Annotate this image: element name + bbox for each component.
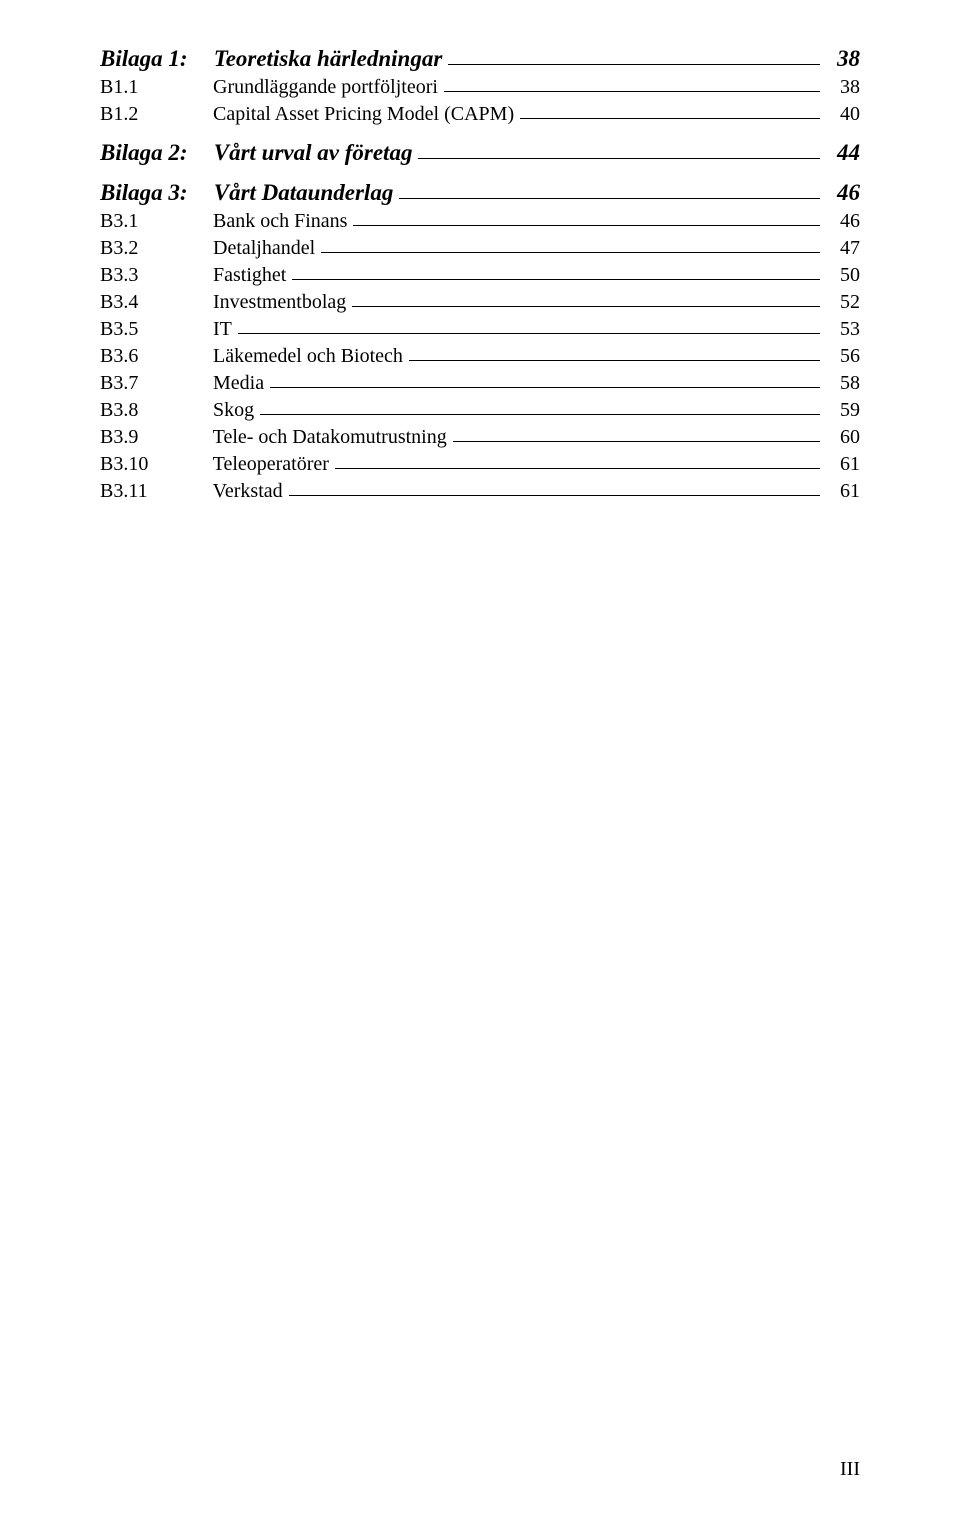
- toc-item-prefix: B3.8: [100, 399, 208, 422]
- toc-item-title: Investmentbolag: [213, 291, 346, 313]
- toc-leader: [335, 468, 820, 469]
- toc-item-prefix: B3.9: [100, 426, 208, 449]
- toc-item: B3.3 Fastighet 50: [100, 264, 860, 287]
- toc-leader: [260, 414, 820, 415]
- toc-heading-label: Bilaga 1: Teoretiska härledningar: [100, 46, 442, 72]
- toc-item-page: 47: [826, 237, 860, 260]
- toc-item: B3.5 IT 53: [100, 318, 860, 341]
- toc-item-title: Fastighet: [213, 264, 286, 286]
- toc-item-title: Bank och Finans: [213, 210, 347, 232]
- toc-item-page: 38: [826, 76, 860, 99]
- page-number: III: [840, 1458, 860, 1481]
- toc-heading: Bilaga 2: Vårt urval av företag 44: [100, 140, 860, 166]
- toc-item-prefix: B3.3: [100, 264, 208, 287]
- toc-item: B1.1 Grundläggande portföljteori 38: [100, 76, 860, 99]
- toc-item: B3.10 Teleoperatörer 61: [100, 453, 860, 476]
- toc-leader: [520, 118, 820, 119]
- toc-item: B3.11 Verkstad 61: [100, 480, 860, 503]
- toc-leader: [444, 91, 820, 92]
- toc-item: B3.6 Läkemedel och Biotech 56: [100, 345, 860, 368]
- toc-item-label: B3.1 Bank och Finans: [100, 210, 347, 233]
- toc-item-prefix: B1.1: [100, 76, 208, 99]
- toc-item: B3.9 Tele- och Datakomutrustning 60: [100, 426, 860, 449]
- toc-item-label: B3.8 Skog: [100, 399, 254, 422]
- toc-heading-label: Bilaga 2: Vårt urval av företag: [100, 140, 412, 166]
- toc-item-page: 59: [826, 399, 860, 422]
- toc-item-prefix: B3.5: [100, 318, 208, 341]
- toc-leader: [289, 495, 820, 496]
- toc-item: B3.4 Investmentbolag 52: [100, 291, 860, 314]
- toc-item-prefix: B3.2: [100, 237, 208, 260]
- toc-item-prefix: B3.1: [100, 210, 208, 233]
- toc-item-page: 56: [826, 345, 860, 368]
- toc-item-label: B3.9 Tele- och Datakomutrustning: [100, 426, 447, 449]
- toc-heading-label: Bilaga 3: Vårt Dataunderlag: [100, 180, 393, 206]
- toc-heading-prefix: Bilaga 2:: [100, 140, 208, 166]
- toc-heading: Bilaga 3: Vårt Dataunderlag 46: [100, 180, 860, 206]
- toc-item-title: Capital Asset Pricing Model (CAPM): [213, 103, 514, 125]
- toc-leader: [418, 158, 820, 159]
- toc-item-label: B1.2 Capital Asset Pricing Model (CAPM): [100, 103, 514, 126]
- toc-item-prefix: B1.2: [100, 103, 208, 126]
- toc-item-page: 61: [826, 480, 860, 503]
- toc-item: B3.7 Media 58: [100, 372, 860, 395]
- toc-item-title: Verkstad: [213, 480, 283, 502]
- page: Bilaga 1: Teoretiska härledningar 38 B1.…: [0, 0, 960, 1537]
- toc-item-label: B3.7 Media: [100, 372, 264, 395]
- toc-heading: Bilaga 1: Teoretiska härledningar 38: [100, 46, 860, 72]
- toc-item-prefix: B3.7: [100, 372, 208, 395]
- toc-item-label: B1.1 Grundläggande portföljteori: [100, 76, 438, 99]
- toc-heading-title: Vårt Dataunderlag: [214, 180, 394, 205]
- toc-item-prefix: B3.11: [100, 480, 208, 503]
- toc-item-prefix: B3.4: [100, 291, 208, 314]
- toc-leader: [270, 387, 820, 388]
- toc-item-page: 52: [826, 291, 860, 314]
- toc-item: B3.2 Detaljhandel 47: [100, 237, 860, 260]
- toc-item-title: Skog: [213, 399, 254, 421]
- toc-item-page: 53: [826, 318, 860, 341]
- toc-heading-page: 46: [826, 180, 860, 206]
- toc-item-title: Detaljhandel: [213, 237, 315, 259]
- toc-item-prefix: B3.10: [100, 453, 208, 476]
- toc-item-title: Grundläggande portföljteori: [213, 76, 438, 98]
- toc-leader: [292, 279, 820, 280]
- toc-heading-title: Vårt urval av företag: [214, 140, 413, 165]
- toc-item: B3.8 Skog 59: [100, 399, 860, 422]
- toc-item-prefix: B3.6: [100, 345, 208, 368]
- toc-item-page: 58: [826, 372, 860, 395]
- toc-item-label: B3.10 Teleoperatörer: [100, 453, 329, 476]
- toc-item-label: B3.3 Fastighet: [100, 264, 286, 287]
- toc-heading-prefix: Bilaga 1:: [100, 46, 208, 72]
- toc-item-label: B3.11 Verkstad: [100, 480, 283, 503]
- toc-item-page: 46: [826, 210, 860, 233]
- toc-leader: [409, 360, 820, 361]
- toc-leader: [453, 441, 820, 442]
- toc-leader: [238, 333, 820, 334]
- toc-leader: [399, 198, 820, 199]
- toc-item-title: Tele- och Datakomutrustning: [213, 426, 447, 448]
- toc-item-title: Läkemedel och Biotech: [213, 345, 403, 367]
- toc-item-page: 61: [826, 453, 860, 476]
- toc-item-title: Teleoperatörer: [213, 453, 329, 475]
- toc-item: B3.1 Bank och Finans 46: [100, 210, 860, 233]
- toc-item-page: 60: [826, 426, 860, 449]
- toc-item: B1.2 Capital Asset Pricing Model (CAPM) …: [100, 103, 860, 126]
- toc-heading-page: 38: [826, 46, 860, 72]
- toc-leader: [448, 64, 820, 65]
- toc-item-label: B3.4 Investmentbolag: [100, 291, 346, 314]
- toc-heading-page: 44: [826, 140, 860, 166]
- toc-leader: [352, 306, 820, 307]
- toc-item-label: B3.2 Detaljhandel: [100, 237, 315, 260]
- toc-item-page: 50: [826, 264, 860, 287]
- toc-heading-prefix: Bilaga 3:: [100, 180, 208, 206]
- toc-leader: [321, 252, 820, 253]
- toc-item-label: B3.6 Läkemedel och Biotech: [100, 345, 403, 368]
- toc-item-page: 40: [826, 103, 860, 126]
- toc-item-title: IT: [213, 318, 232, 340]
- toc-leader: [353, 225, 820, 226]
- toc-heading-title: Teoretiska härledningar: [214, 46, 443, 71]
- toc-item-title: Media: [213, 372, 264, 394]
- toc-item-label: B3.5 IT: [100, 318, 232, 341]
